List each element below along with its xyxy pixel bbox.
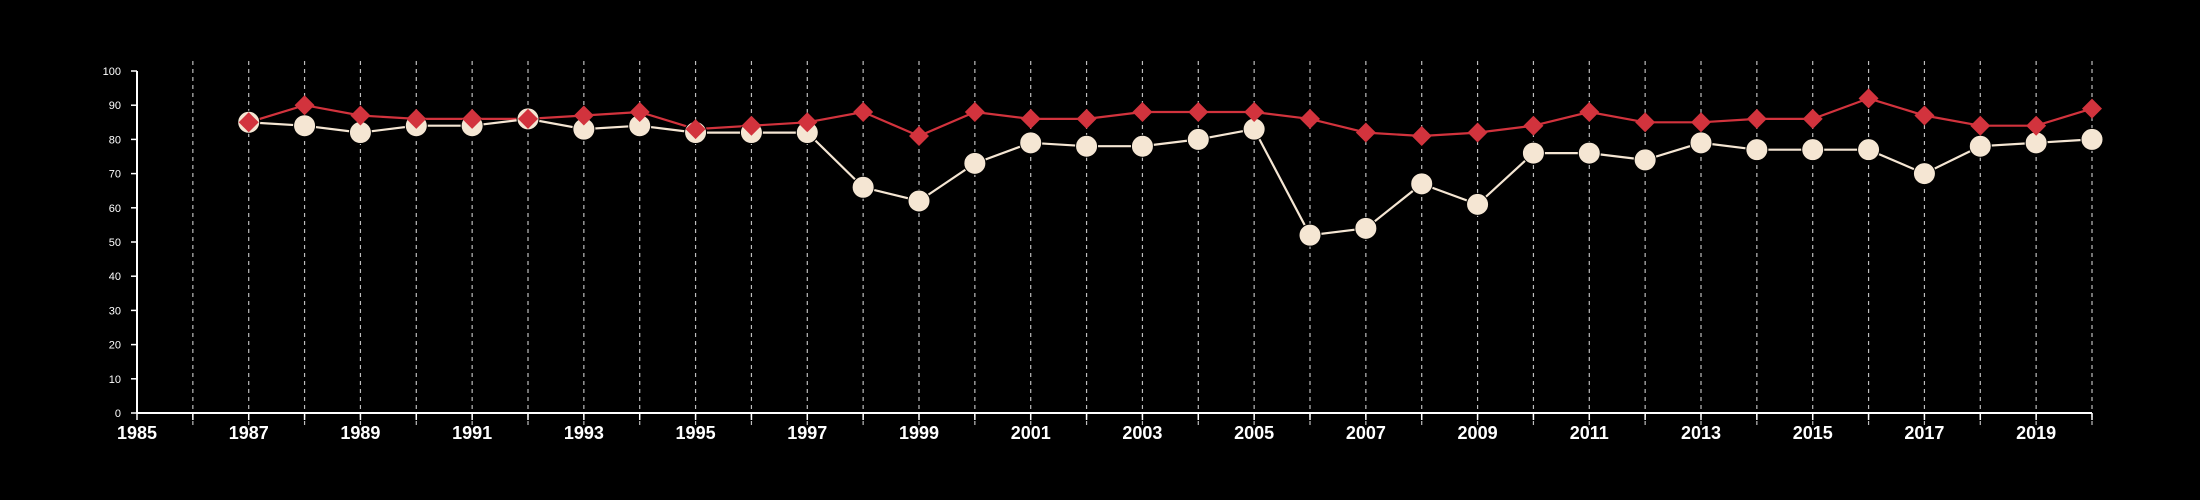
data-point-diamond [2026, 115, 2047, 136]
data-point-diamond [518, 108, 538, 129]
data-point-circle [1410, 172, 1434, 196]
data-point-diamond [1635, 112, 1656, 133]
x-tick-label: 2015 [1793, 423, 1833, 443]
data-point-diamond [1802, 108, 1823, 129]
data-point-diamond [685, 119, 706, 140]
data-point-circle [1298, 223, 1322, 247]
data-point-diamond [629, 102, 650, 123]
data-point-circle [963, 151, 987, 175]
data-point-diamond [2082, 98, 2102, 119]
data-point-diamond [462, 108, 483, 129]
x-tick-label: 1985 [117, 423, 157, 443]
data-point-circle [1521, 141, 1545, 165]
markers-diamond [238, 88, 2102, 146]
data-point-diamond [797, 112, 818, 133]
x-tick-label: 1987 [229, 423, 269, 443]
data-point-circle [1354, 216, 1378, 240]
series-line [248, 97, 2093, 138]
y-tick-label: 90 [109, 100, 121, 112]
data-point-circle [907, 189, 931, 213]
x-tick-label: 1989 [340, 423, 380, 443]
data-point-circle [1019, 131, 1043, 155]
data-point-diamond [1467, 122, 1488, 143]
data-point-circle [851, 175, 875, 199]
data-point-diamond [1300, 108, 1320, 129]
x-tick-label: 2007 [1346, 423, 1386, 443]
ticks: 0 10 20 30 40 50 60 70 80 90 100 1985 1987 1989 1991 19… [103, 66, 2093, 443]
x-tick-label: 1997 [787, 423, 827, 443]
data-point-diamond [1523, 115, 1544, 136]
x-tick-label: 2019 [2016, 423, 2056, 443]
axes [136, 71, 2092, 414]
data-point-diamond [350, 105, 371, 126]
x-tick-label: 1995 [676, 423, 716, 443]
data-point-diamond [294, 95, 315, 116]
data-point-diamond [406, 108, 427, 129]
y-tick-label: 70 [109, 169, 121, 181]
data-point-diamond [573, 105, 594, 126]
y-tick-label: 80 [109, 134, 121, 146]
x-tick-label: 2011 [1570, 423, 1609, 443]
series-diamond [248, 97, 2093, 138]
y-tick-label: 100 [103, 66, 121, 78]
x-tick-label: 2009 [1458, 423, 1498, 443]
data-point-circle [1633, 148, 1657, 172]
data-point-diamond [1132, 102, 1153, 123]
data-point-diamond [1355, 122, 1376, 143]
y-tick-label: 30 [109, 305, 121, 317]
y-tick-label: 20 [109, 340, 121, 352]
x-tick-label: 2017 [1904, 423, 1944, 443]
data-point-diamond [853, 102, 874, 123]
x-tick-label: 1991 [452, 423, 492, 443]
x-tick-label: 2013 [1681, 423, 1721, 443]
data-point-diamond [909, 125, 929, 146]
y-tick-label: 10 [109, 374, 121, 386]
data-point-circle [1745, 138, 1769, 162]
data-point-diamond [1020, 108, 1041, 129]
x-tick-label: 1999 [899, 423, 939, 443]
data-point-circle [1186, 127, 1210, 151]
data-point-circle [1689, 131, 1713, 155]
data-point-diamond [1579, 102, 1600, 123]
x-tick-label: 2001 [1011, 423, 1051, 443]
y-tick-label: 50 [109, 237, 121, 249]
data-point-diamond [1411, 125, 1432, 146]
y-tick-label: 40 [109, 271, 121, 283]
y-tick-label: 60 [109, 203, 121, 215]
data-point-diamond [1858, 88, 1879, 109]
series-line [248, 117, 2093, 237]
data-point-circle [2080, 127, 2104, 151]
data-point-circle [1801, 138, 1825, 162]
data-point-diamond [1076, 108, 1097, 129]
markers-circle [237, 107, 2104, 247]
x-tick-label: 1993 [564, 423, 604, 443]
data-point-circle [1968, 134, 1992, 158]
data-point-diamond [1188, 102, 1209, 123]
data-point-circle [1130, 134, 1154, 158]
data-point-diamond [964, 102, 985, 123]
data-point-circle [1577, 141, 1601, 165]
data-point-circle [1075, 134, 1099, 158]
data-point-circle [293, 114, 317, 138]
data-point-diamond [1244, 102, 1265, 123]
data-point-diamond [741, 115, 762, 136]
x-tick-label: 2003 [1122, 423, 1162, 443]
data-point-diamond [1914, 105, 1935, 126]
data-point-diamond [1746, 108, 1767, 129]
x-tick-label: 2005 [1234, 423, 1274, 443]
data-point-diamond [238, 112, 259, 133]
series-circle [248, 117, 2093, 237]
series [237, 88, 2104, 247]
y-tick-label: 0 [115, 408, 121, 420]
data-point-diamond [1970, 115, 1991, 136]
data-point-circle [1912, 162, 1936, 186]
data-point-circle [1466, 192, 1490, 216]
data-point-circle [1857, 138, 1881, 162]
data-point-diamond [1691, 112, 1711, 133]
